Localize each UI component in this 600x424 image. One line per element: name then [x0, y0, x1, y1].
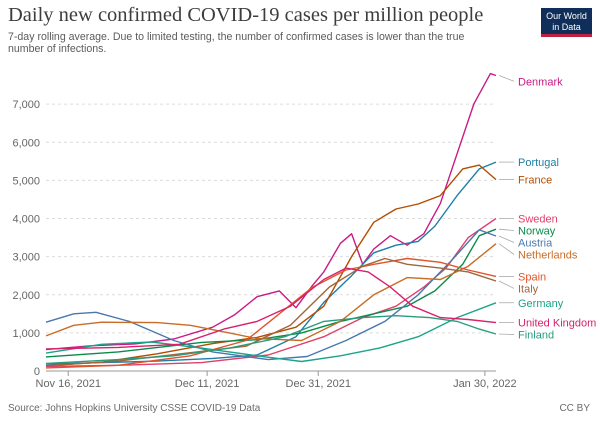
series-line-united-kingdom — [45, 267, 497, 350]
x-tick-label: Dec 11, 2021 — [175, 378, 240, 390]
logo-line-2: in Data — [552, 22, 581, 32]
series-line-italy — [45, 257, 497, 367]
legend-connector — [498, 280, 515, 289]
legend-label-denmark: Denmark — [518, 76, 563, 88]
legend-label-netherlands: Netherlands — [518, 250, 578, 262]
series-line-finland — [45, 315, 497, 365]
legend-label-norway: Norway — [518, 226, 556, 238]
chart-subtitle: 7-day rolling average. Due to limited te… — [8, 31, 465, 55]
license-link[interactable]: CC BY — [559, 403, 590, 414]
chart-title: Daily new confirmed COVID-19 cases per m… — [8, 4, 484, 26]
legend-connector — [498, 75, 515, 82]
legend-connector — [498, 228, 515, 231]
series-line-france — [45, 164, 497, 367]
y-tick-label: 5,000 — [12, 175, 40, 187]
x-tick-label: Nov 16, 2021 — [36, 378, 101, 390]
y-tick-label: 6,000 — [12, 137, 40, 149]
y-tick-label: 2,000 — [12, 290, 40, 302]
series-line-netherlands — [45, 243, 497, 342]
legend-label-united-kingdom: United Kingdom — [518, 318, 596, 330]
series-line-spain — [45, 257, 497, 369]
legend-label-germany: Germany — [518, 298, 564, 310]
source-note[interactable]: Source: Johns Hopkins University CSSE CO… — [8, 403, 261, 414]
legend-label-sweden: Sweden — [518, 214, 558, 226]
logo-line-1: Our World — [546, 11, 587, 21]
legend-label-portugal: Portugal — [518, 157, 559, 169]
y-tick-label: 4,000 — [12, 214, 40, 226]
legend-label-austria: Austria — [518, 238, 553, 250]
series-line-portugal — [45, 161, 497, 365]
legend-connector — [498, 235, 515, 243]
series-line-denmark — [45, 72, 497, 351]
y-tick-label: 3,000 — [12, 252, 40, 264]
legend-connector — [498, 333, 515, 335]
x-tick-label: Dec 31, 2021 — [286, 378, 351, 390]
y-tick-label: 1,000 — [12, 328, 40, 340]
x-tick-label: Jan 30, 2022 — [453, 378, 517, 390]
series-line-austria — [45, 229, 497, 361]
y-tick-label: 0 — [34, 366, 40, 378]
y-tick-label: 7,000 — [12, 99, 40, 111]
legend-label-italy: Italy — [518, 283, 539, 295]
owid-logo[interactable]: Our World in Data — [541, 8, 592, 37]
legend-label-france: France — [518, 175, 552, 187]
legend-connector — [498, 243, 515, 255]
legend-label-finland: Finland — [518, 330, 554, 342]
legend-label-spain: Spain — [518, 271, 546, 283]
line-chart: 0 1,000 2,000 3,000 4,000 5,000 6,000 7,000 Nov … — [12, 72, 596, 390]
series-line-germany — [45, 302, 497, 363]
